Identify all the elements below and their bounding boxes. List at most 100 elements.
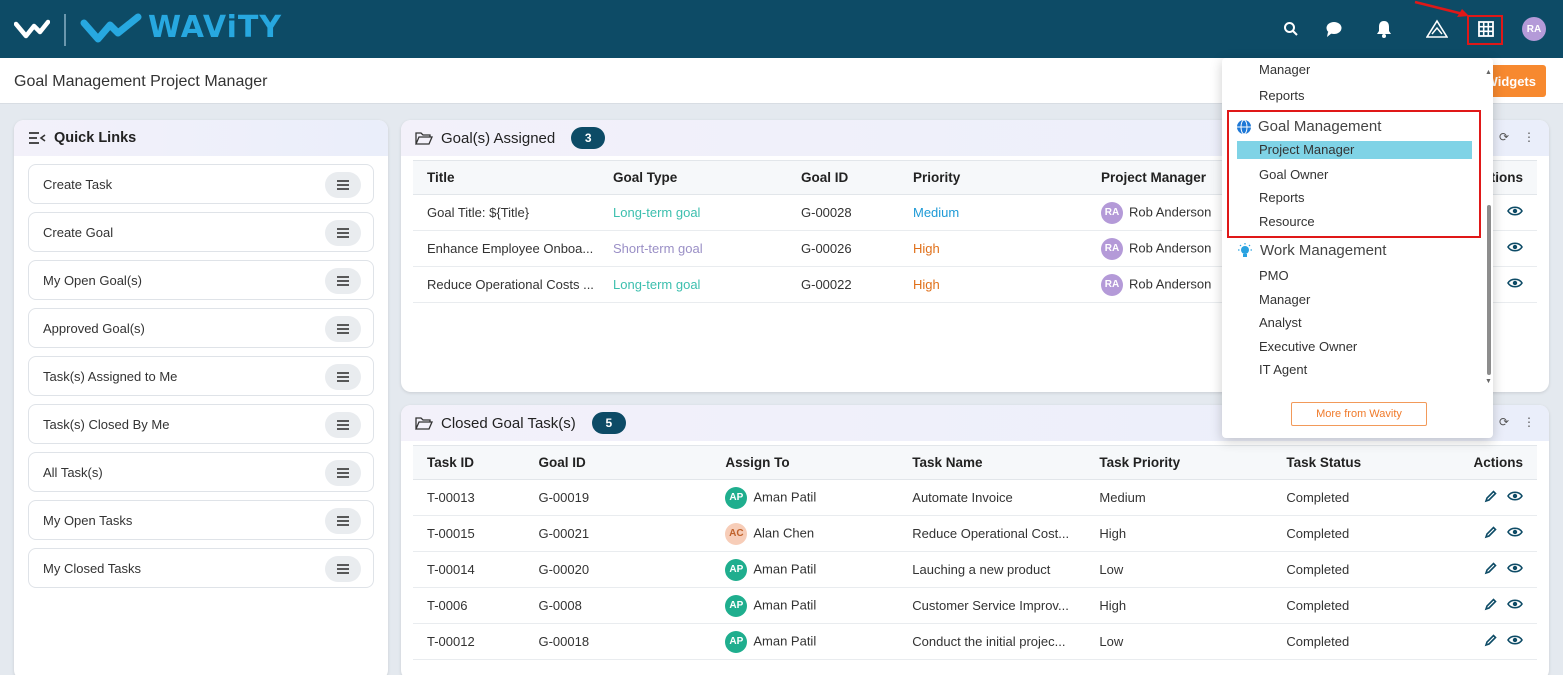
- column-header[interactable]: Task ID: [413, 445, 525, 480]
- column-header[interactable]: Actions: [1459, 445, 1537, 480]
- column-header[interactable]: Task Name: [898, 445, 1086, 480]
- refresh-icon[interactable]: ⟳: [1498, 415, 1509, 429]
- column-header[interactable]: Project Manager: [1087, 160, 1247, 195]
- hamburger-menu-icon[interactable]: [325, 172, 361, 198]
- widgets-button[interactable]: Widgets: [1486, 65, 1546, 97]
- column-header[interactable]: Goal ID: [524, 445, 712, 480]
- task-name: Lauching a new product: [898, 551, 1086, 588]
- view-eye-icon[interactable]: [1507, 277, 1523, 292]
- more-options-icon[interactable]: ⋮: [1523, 415, 1535, 429]
- more-from-wavity-button[interactable]: More from Wavity: [1291, 402, 1427, 426]
- dropdown-item-resource[interactable]: Resource: [1259, 214, 1315, 229]
- dropdown-item-reports[interactable]: Reports: [1259, 88, 1305, 103]
- hamburger-menu-icon[interactable]: [325, 364, 361, 390]
- dropdown-item-executive-owner[interactable]: Executive Owner: [1259, 339, 1358, 354]
- scroll-up-arrow-icon[interactable]: ▲: [1485, 69, 1492, 76]
- quick-link-item[interactable]: My Closed Tasks: [28, 548, 374, 588]
- edit-pencil-icon[interactable]: [1484, 561, 1497, 578]
- dropdown-item-it-agent[interactable]: IT Agent: [1259, 362, 1308, 377]
- dropdown-item-manager[interactable]: Manager: [1259, 64, 1311, 77]
- quick-link-item[interactable]: My Open Tasks: [28, 500, 374, 540]
- column-header[interactable]: Priority: [899, 160, 1087, 195]
- search-icon[interactable]: [1279, 17, 1303, 41]
- edit-pencil-icon[interactable]: [1484, 489, 1497, 506]
- dropdown-item-project-manager[interactable]: Project Manager: [1259, 142, 1355, 157]
- hamburger-menu-icon[interactable]: [325, 556, 361, 582]
- brand-mark-icon[interactable]: [13, 18, 51, 43]
- hamburger-menu-icon[interactable]: [325, 412, 361, 438]
- quick-link-item[interactable]: Create Goal: [28, 212, 374, 252]
- quick-link-item[interactable]: Task(s) Closed By Me: [28, 404, 374, 444]
- dropdown-item-goal-reports[interactable]: Reports: [1259, 190, 1305, 205]
- grid-icon[interactable]: [1474, 17, 1498, 41]
- logo-wave-icon: [80, 13, 142, 42]
- column-header[interactable]: Task Status: [1272, 445, 1460, 480]
- chat-icon[interactable]: [1322, 17, 1346, 41]
- quick-link-item[interactable]: Task(s) Assigned to Me: [28, 356, 374, 396]
- more-options-icon[interactable]: ⋮: [1523, 130, 1535, 144]
- table-row[interactable]: T-00012 G-00018 AP Aman Patil Conduct the in…: [413, 623, 1537, 660]
- closed-tasks-title: Closed Goal Task(s): [441, 414, 576, 432]
- table-row[interactable]: T-00015 G-00021 AC Alan Chen Reduce Operatio…: [413, 515, 1537, 552]
- view-eye-icon[interactable]: [1507, 562, 1523, 577]
- column-header[interactable]: Goal ID: [787, 160, 899, 195]
- user-avatar[interactable]: RA: [1522, 17, 1546, 41]
- quick-links-title: Quick Links: [54, 130, 137, 146]
- quick-link-label: Create Goal: [43, 224, 114, 240]
- view-eye-icon[interactable]: [1507, 241, 1523, 256]
- assignee: AP Aman Patil: [711, 623, 899, 660]
- collapse-menu-icon[interactable]: [28, 131, 46, 145]
- table-row[interactable]: T-0006 G-0008 AP Aman Patil Customer Service…: [413, 587, 1537, 624]
- dropdown-item-goal-owner[interactable]: Goal Owner: [1259, 167, 1329, 182]
- task-priority: Medium: [1085, 479, 1273, 516]
- view-eye-icon[interactable]: [1507, 490, 1523, 505]
- goal-title: Enhance Employee Onboa...: [413, 230, 599, 267]
- goals-assigned-title: Goal(s) Assigned: [441, 129, 556, 147]
- edit-pencil-icon[interactable]: [1484, 633, 1497, 650]
- logo-text: WAViTY: [148, 10, 283, 45]
- goal-priority: High: [899, 266, 1087, 303]
- avatar: AP: [725, 558, 748, 581]
- dropdown-item-analyst[interactable]: Analyst: [1259, 315, 1302, 330]
- assignee: AP Aman Patil: [711, 479, 899, 516]
- view-eye-icon[interactable]: [1507, 598, 1523, 613]
- hamburger-menu-icon[interactable]: [325, 508, 361, 534]
- alert-triangle-icon[interactable]: [1425, 17, 1449, 41]
- assignee-name: Aman Patil: [753, 488, 817, 504]
- view-eye-icon[interactable]: [1507, 634, 1523, 649]
- hamburger-menu-icon[interactable]: [325, 460, 361, 486]
- scroll-down-arrow-icon[interactable]: ▼: [1485, 378, 1492, 385]
- dropdown-item-pmo[interactable]: PMO: [1259, 268, 1289, 283]
- column-header[interactable]: Title: [413, 160, 599, 195]
- hamburger-menu-icon[interactable]: [325, 268, 361, 294]
- edit-pencil-icon[interactable]: [1484, 525, 1497, 542]
- dropdown-scrollbar[interactable]: [1487, 205, 1491, 375]
- view-eye-icon[interactable]: [1507, 205, 1523, 220]
- edit-pencil-icon[interactable]: [1484, 597, 1497, 614]
- table-row[interactable]: T-00014 G-00020 AP Aman Patil Lauching a new…: [413, 551, 1537, 588]
- hamburger-menu-icon[interactable]: [325, 316, 361, 342]
- quick-link-item[interactable]: My Open Goal(s): [28, 260, 374, 300]
- quick-link-label: Approved Goal(s): [43, 320, 145, 336]
- lightbulb-icon: [1238, 242, 1252, 257]
- dropdown-item-work-manager[interactable]: Manager: [1259, 292, 1311, 307]
- quick-link-item[interactable]: Create Task: [28, 164, 374, 204]
- column-header[interactable]: Goal Type: [599, 160, 787, 195]
- wavity-logo[interactable]: WAViTY: [80, 10, 282, 45]
- hamburger-menu-icon[interactable]: [325, 220, 361, 246]
- table-row[interactable]: T-00013 G-00019 AP Aman Patil Automate Invoi…: [413, 479, 1537, 516]
- assignee: AP Aman Patil: [711, 587, 899, 624]
- column-header[interactable]: Task Priority: [1085, 445, 1273, 480]
- view-eye-icon[interactable]: [1507, 526, 1523, 541]
- task-priority: Low: [1085, 551, 1273, 588]
- bell-icon[interactable]: [1372, 17, 1396, 41]
- column-header[interactable]: Assign To: [711, 445, 899, 480]
- assignee-name: Aman Patil: [753, 632, 817, 648]
- quick-link-item[interactable]: All Task(s): [28, 452, 374, 492]
- assignee-name: Aman Patil: [753, 596, 817, 612]
- quick-link-item[interactable]: Approved Goal(s): [28, 308, 374, 348]
- assignee: AC Alan Chen: [711, 515, 899, 552]
- refresh-icon[interactable]: ⟳: [1498, 130, 1509, 144]
- task-name: Conduct the initial projec...: [898, 623, 1086, 660]
- quick-link-label: Task(s) Assigned to Me: [43, 368, 178, 384]
